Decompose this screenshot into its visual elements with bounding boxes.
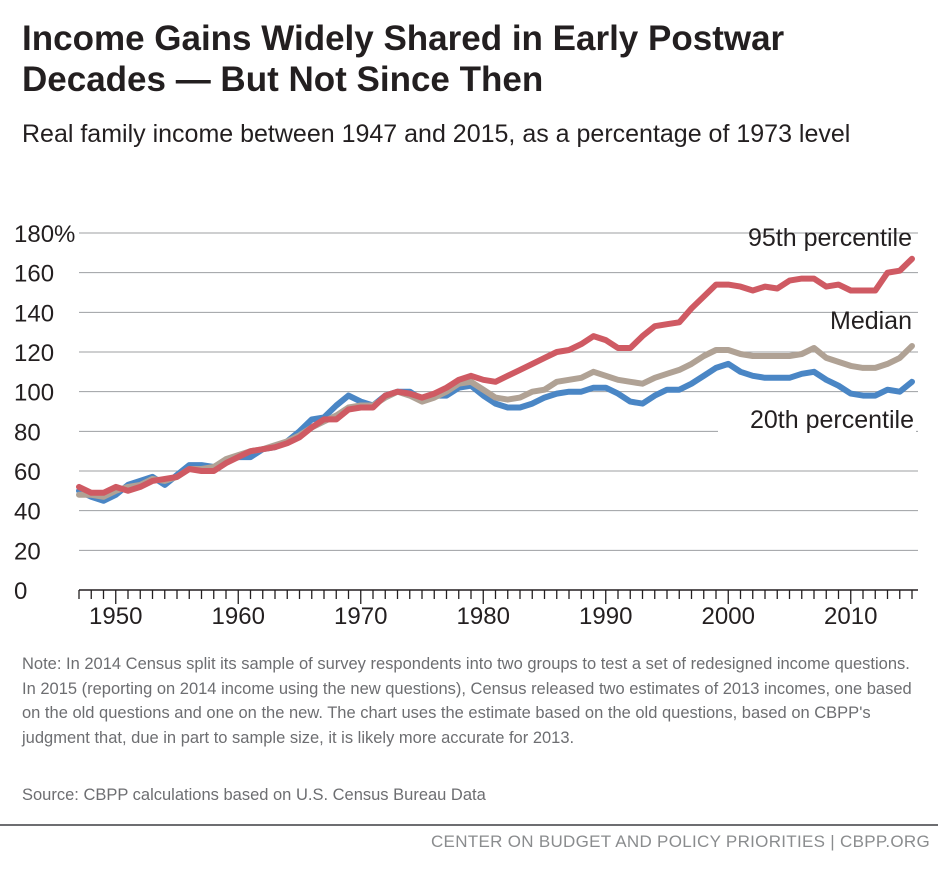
- x-tick-label: 1970: [334, 603, 387, 630]
- y-tick-label: 120: [14, 340, 54, 367]
- y-tick-label: 180%: [14, 221, 75, 248]
- x-tick-label: 2000: [702, 603, 755, 630]
- y-tick-label: 60: [14, 459, 41, 486]
- y-tick-label: 140: [14, 300, 54, 327]
- y-tick-label: 100: [14, 380, 54, 407]
- y-tick-label: 160: [14, 261, 54, 288]
- series-label-95th-percentile: 95th percentile: [748, 224, 912, 252]
- x-tick-label: 1990: [579, 603, 632, 630]
- y-tick-label: 0: [14, 578, 27, 605]
- x-tick-label: 2010: [824, 603, 877, 630]
- series-label-20th-percentile: 20th percentile: [750, 406, 914, 434]
- y-tick-label: 40: [14, 499, 41, 526]
- chart-title: Income Gains Widely Shared in Early Post…: [22, 19, 785, 99]
- footer-divider: [0, 824, 938, 826]
- chart-subtitle: Real family income between 1947 and 2015…: [22, 120, 851, 148]
- footer-credit: CENTER ON BUDGET AND POLICY PRIORITIES |…: [430, 832, 930, 851]
- series-label-background: [718, 404, 916, 436]
- series-label-median: Median: [830, 307, 912, 335]
- series-line-95th-percentile: [76, 255, 915, 496]
- chart-source: Source: CBPP calculations based on U.S. …: [22, 786, 486, 804]
- x-tick-label: 1950: [89, 603, 142, 630]
- line-chart: 0 20 40 60 80 100 120 140 160 180% 1950 1960 1970 198…: [14, 221, 918, 630]
- y-tick-label: 20: [14, 538, 41, 565]
- x-tick-label: 1980: [457, 603, 510, 630]
- chart-note: Note: In 2014 Census split its sample of…: [22, 655, 912, 747]
- series-line-median: [76, 343, 915, 500]
- x-tick-label: 1960: [212, 603, 265, 630]
- y-tick-label: 80: [14, 419, 41, 446]
